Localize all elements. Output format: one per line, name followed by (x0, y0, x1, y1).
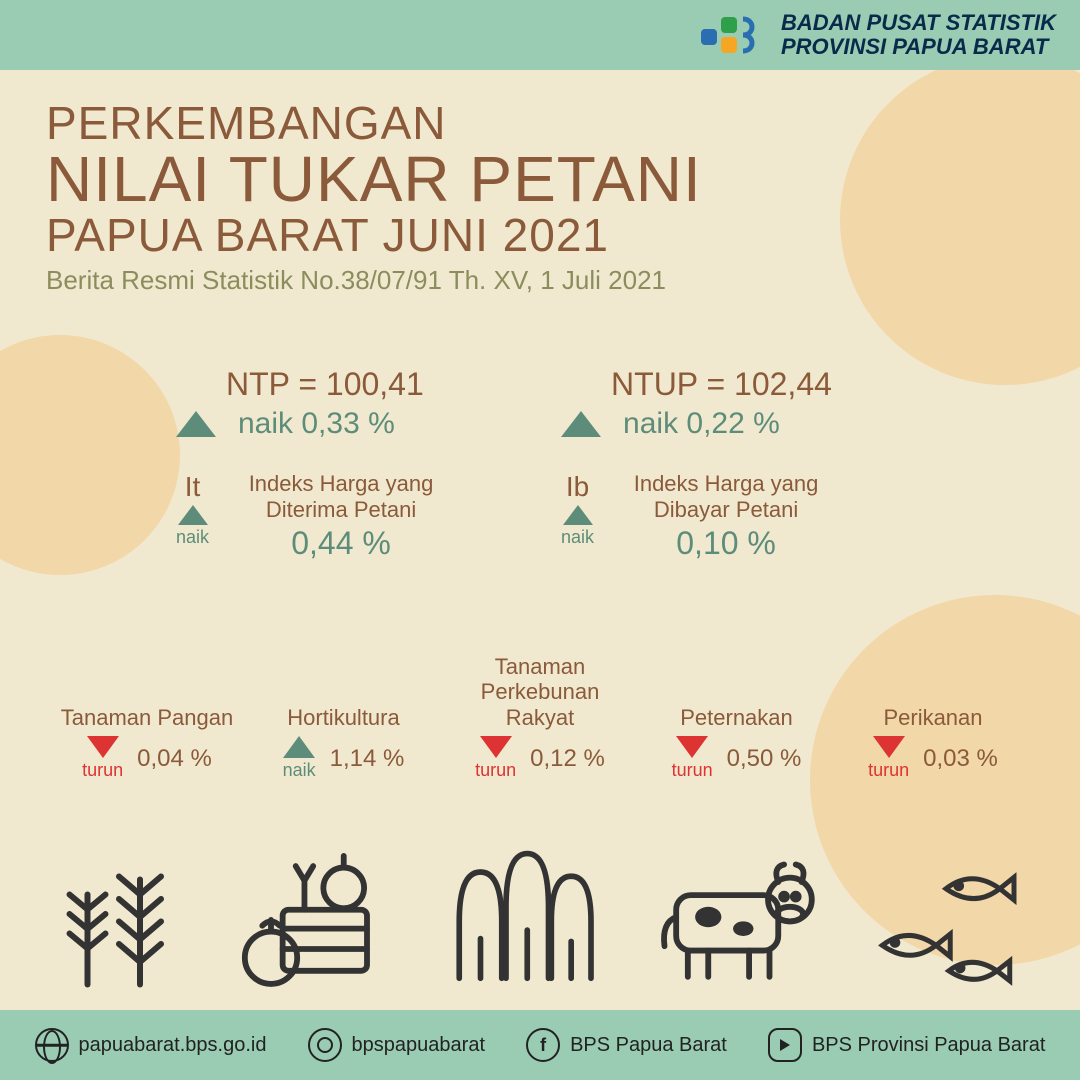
sector-pct: 0,04 % (137, 745, 212, 773)
title-line3: Papua Barat Juni 2021 (46, 212, 1034, 259)
illustration-row (0, 832, 1080, 992)
sector-name: Peternakan (642, 652, 832, 730)
cow-icon (647, 842, 822, 992)
arrow-up-icon (176, 411, 216, 437)
it-direction: naik (176, 527, 209, 548)
metric-ntup: NTUP = 102,44 naik 0,22 % Ib naik Indeks… (561, 366, 836, 562)
footer-bar: papuabarat.bps.go.id bpspapuabarat f BPS… (0, 1010, 1080, 1080)
footer-facebook[interactable]: f BPS Papua Barat (526, 1028, 727, 1062)
org-name-line2: PROVINSI PAPUA BARAT (781, 35, 1056, 59)
it-pct: 0,44 % (231, 525, 451, 562)
ntup-label: NTUP = 102,44 (611, 366, 836, 403)
sector-direction: turun (82, 760, 123, 781)
arrow-down-icon (676, 736, 708, 758)
sector-item: Peternakan turun 0,50 % (642, 652, 832, 781)
it-code: It (176, 471, 209, 503)
sector-name: Perikanan (838, 652, 1028, 730)
footer-web-text: papuabarat.bps.go.id (79, 1034, 267, 1057)
sector-item: Tanaman Pangan turun 0,04 % (52, 652, 242, 781)
sector-item: Hortikultura naik 1,14 % (249, 652, 439, 781)
title-line2: Nilai Tukar Petani (46, 147, 1034, 212)
ib-pct: 0,10 % (616, 525, 836, 562)
title-line1: Perkembangan (46, 100, 1034, 147)
sector-name: Tanaman Perkebunan Rakyat (445, 652, 635, 730)
footer-instagram[interactable]: bpspapuabarat (308, 1028, 485, 1062)
facebook-icon: f (526, 1028, 560, 1062)
arrow-up-icon (563, 505, 593, 525)
ntup-change: naik 0,22 % (623, 407, 780, 441)
sector-item: Perikanan turun 0,03 % (838, 652, 1028, 781)
sector-item: Tanaman Perkebunan Rakyat turun 0,12 % (445, 652, 635, 781)
arrow-down-icon (87, 736, 119, 758)
globe-icon (35, 1028, 69, 1062)
sectors-row: Tanaman Pangan turun 0,04 % Hortikultura nai… (46, 652, 1034, 781)
subtitle: Berita Resmi Statistik No.38/07/91 Th. X… (46, 265, 1034, 296)
sector-pct: 0,50 % (727, 745, 802, 773)
sector-pct: 0,03 % (923, 745, 998, 773)
sector-direction: turun (475, 760, 516, 781)
arrow-down-icon (480, 736, 512, 758)
footer-yt-text: BPS Provinsi Papua Barat (812, 1034, 1045, 1057)
footer-fb-text: BPS Papua Barat (570, 1034, 727, 1057)
sector-direction: naik (283, 760, 316, 781)
ib-desc: Indeks Harga yang Dibayar Petani (634, 471, 819, 522)
arrow-up-icon (283, 736, 315, 758)
ntp-label: NTP = 100,41 (226, 366, 451, 403)
ib-code: Ib (561, 471, 594, 503)
instagram-icon (308, 1028, 342, 1062)
ib-direction: naik (561, 527, 594, 548)
wheat-icon (50, 842, 200, 992)
arrow-down-icon (873, 736, 905, 758)
sector-direction: turun (868, 760, 909, 781)
header-bar: BADAN PUSAT STATISTIK PROVINSI PAPUA BAR… (0, 0, 1080, 70)
sector-pct: 0,12 % (530, 745, 605, 773)
sector-direction: turun (672, 760, 713, 781)
vegetables-icon (239, 842, 399, 992)
metric-ntp: NTP = 100,41 naik 0,33 % It naik Indeks … (176, 366, 451, 562)
it-desc: Indeks Harga yang Diterima Petani (249, 471, 434, 522)
footer-youtube[interactable]: BPS Provinsi Papua Barat (768, 1028, 1045, 1062)
sector-name: Hortikultura (249, 652, 439, 730)
arrow-up-icon (178, 505, 208, 525)
ntp-change: naik 0,33 % (238, 407, 395, 441)
youtube-icon (768, 1028, 802, 1062)
footer-ig-text: bpspapuabarat (352, 1034, 485, 1057)
sector-pct: 1,14 % (330, 745, 405, 773)
fish-icon (861, 842, 1031, 992)
trees-icon (438, 837, 608, 992)
footer-website[interactable]: papuabarat.bps.go.id (35, 1028, 267, 1062)
sector-name: Tanaman Pangan (52, 652, 242, 730)
org-name-line1: BADAN PUSAT STATISTIK (781, 11, 1056, 35)
bps-logo-icon (699, 11, 769, 59)
arrow-up-icon (561, 411, 601, 437)
